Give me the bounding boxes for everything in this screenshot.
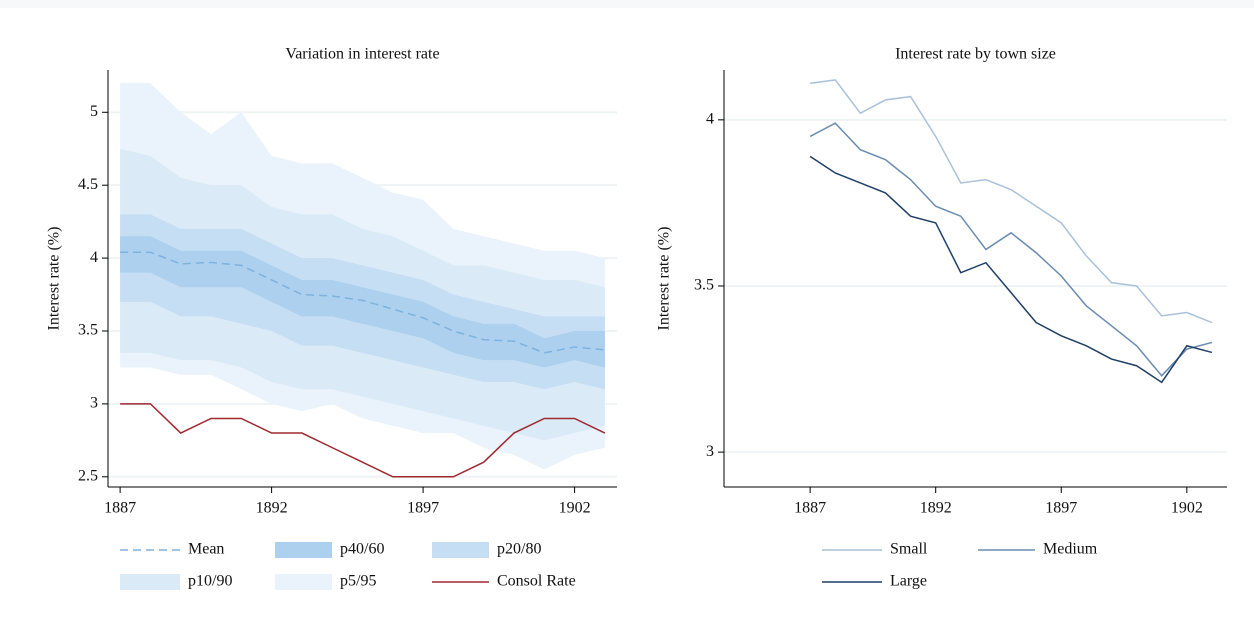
y-tick-label: 5 [90,103,98,120]
y-axis-label: Interest rate (%) [656,227,673,331]
y-tick-label: 4 [706,111,714,128]
y-axis-label: Interest rate (%) [46,227,63,331]
y-tick-label: 3 [90,395,98,412]
legend-swatch [275,574,332,590]
legend-swatch [275,542,332,558]
x-tick-label: 1897 [1045,500,1077,517]
x-tick-label: 1887 [104,500,136,517]
x-tick-label: 1892 [920,500,952,517]
x-tick-label: 1902 [559,500,591,517]
legend-label: p5/95 [340,573,376,590]
x-tick-label: 1902 [1171,500,1203,517]
x-tick-label: 1897 [407,500,439,517]
y-tick-label: 4.5 [78,176,98,193]
chart-title: Interest rate by town size [895,46,1056,63]
y-tick-label: 2.5 [78,467,98,484]
legend-label: Consol Rate [497,573,576,590]
legend-label: p10/90 [188,573,232,590]
chart-title: Variation in interest rate [285,46,439,63]
series-line [120,403,606,478]
legend-swatch [120,574,180,590]
y-tick-label: 3.5 [694,277,714,294]
series-line [809,155,1213,384]
band [120,236,605,368]
series-line [120,251,605,354]
series-line [809,122,1213,377]
top-strip [0,0,1254,8]
y-tick-label: 3 [706,443,714,460]
legend-label: Mean [188,541,224,558]
legend-label: p40/60 [340,541,384,558]
y-tick-label: 4 [90,249,98,266]
x-tick-label: 1892 [256,500,288,517]
legend-label: Large [890,573,927,590]
series-line [810,79,1213,324]
legend-label: Small [890,541,928,558]
x-tick-label: 1887 [794,500,826,517]
legend-label: Medium [1043,541,1098,558]
y-tick-label: 3.5 [78,322,98,339]
legend-swatch [432,542,489,558]
legend-label: p20/80 [497,541,541,558]
